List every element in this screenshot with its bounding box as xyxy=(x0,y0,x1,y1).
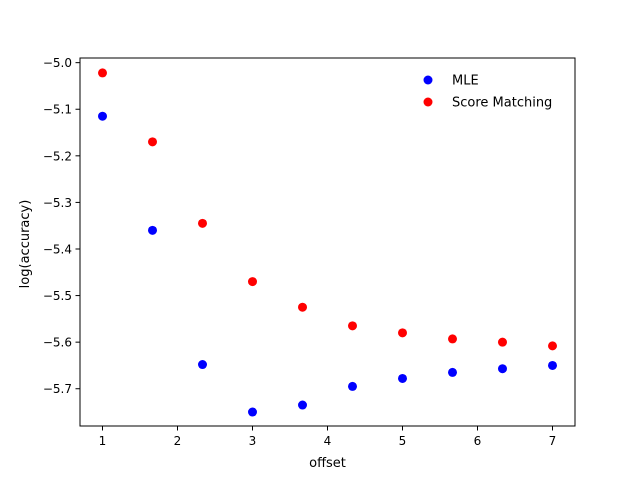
data-point xyxy=(197,218,207,228)
x-tick-label: 2 xyxy=(174,434,182,448)
data-point xyxy=(347,381,357,391)
y-tick-label: −5.5 xyxy=(43,289,72,303)
legend-entry: Score Matching xyxy=(423,96,552,111)
x-tick-label: 3 xyxy=(249,434,257,448)
data-point xyxy=(398,328,407,338)
axes: 1 2 3 4 5 6 7 −5.7 −5.6 −5.5 −5.4 −5.3 −5.2 −5.1 −5.0 xyxy=(43,56,576,448)
x-tick-label: 7 xyxy=(549,434,557,448)
data-point xyxy=(248,407,257,417)
y-axis-label: log(accuracy) xyxy=(18,200,33,289)
y-tick-label: −5.2 xyxy=(43,149,72,163)
data-point xyxy=(548,360,557,370)
y-tick-label: −5.4 xyxy=(43,242,72,256)
data-point xyxy=(197,360,207,370)
y-tick-label: −5.7 xyxy=(43,382,72,396)
x-tick-label: 1 xyxy=(99,434,107,448)
data-point xyxy=(497,364,507,374)
data-points xyxy=(98,68,557,417)
x-tick-label: 6 xyxy=(474,434,482,448)
y-tick-label: −5.0 xyxy=(43,56,72,70)
data-point xyxy=(248,277,257,287)
data-point xyxy=(98,111,107,121)
x-tick-label: 5 xyxy=(399,434,407,448)
y-tick-label: −5.3 xyxy=(43,196,72,210)
data-point xyxy=(298,302,308,312)
data-point xyxy=(98,68,107,78)
legend: MLE Score Matching xyxy=(423,74,552,111)
data-point xyxy=(347,321,357,331)
y-tick-label: −5.6 xyxy=(43,336,72,350)
data-point xyxy=(548,341,557,351)
series-1 xyxy=(98,111,557,417)
x-tick-label: 4 xyxy=(324,434,332,448)
legend-label: MLE xyxy=(452,74,479,89)
data-point xyxy=(148,225,158,235)
series-2 xyxy=(98,68,557,351)
legend-entry: MLE xyxy=(423,74,479,89)
legend-label: Score Matching xyxy=(452,96,552,111)
plot-area xyxy=(80,58,575,426)
data-point xyxy=(448,367,458,377)
data-point xyxy=(148,137,158,147)
data-point xyxy=(398,373,407,383)
legend-marker xyxy=(423,75,433,85)
data-point xyxy=(497,337,507,347)
y-tick-label: −5.1 xyxy=(43,103,72,117)
data-point xyxy=(298,400,308,410)
data-point xyxy=(448,334,458,344)
legend-marker xyxy=(423,97,433,107)
x-axis-label: offset xyxy=(309,456,346,471)
plot-background xyxy=(80,58,575,426)
